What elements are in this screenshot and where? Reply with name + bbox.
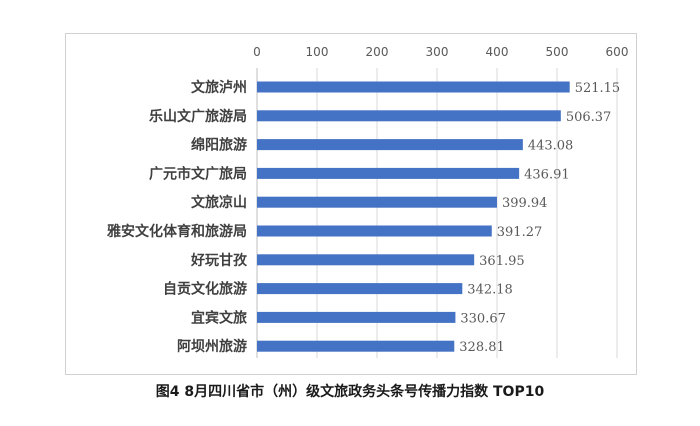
bar bbox=[257, 225, 492, 237]
x-tick-label: 200 bbox=[366, 45, 389, 59]
category-label: 乐山文广旅游局 bbox=[149, 108, 247, 125]
category-label: 雅安文化体育和旅游局 bbox=[107, 223, 247, 240]
bar bbox=[257, 81, 570, 93]
bar bbox=[257, 254, 475, 266]
category-label: 广元市文广旅局 bbox=[149, 165, 247, 182]
category-label: 自贡文化旅游 bbox=[163, 281, 247, 298]
x-tick-label: 400 bbox=[486, 45, 509, 59]
x-tick-label: 0 bbox=[253, 45, 261, 59]
x-tick-label: 600 bbox=[606, 45, 629, 59]
value-label: 399.94 bbox=[502, 196, 548, 211]
value-label: 443.08 bbox=[528, 139, 574, 154]
bar bbox=[257, 196, 497, 208]
value-label: 330.67 bbox=[460, 311, 506, 326]
category-label: 文旅泸州 bbox=[191, 79, 247, 96]
category-label: 文旅凉山 bbox=[191, 194, 247, 211]
x-tick-label: 300 bbox=[426, 45, 449, 59]
bar bbox=[257, 167, 520, 179]
category-label: 好玩甘孜 bbox=[190, 252, 248, 269]
bars bbox=[257, 81, 570, 352]
bar bbox=[257, 340, 455, 352]
figure-caption: 图4 8月四川省市（州）级文旅政务头条号传播力指数 TOP10 bbox=[155, 384, 545, 400]
value-label: 436.91 bbox=[524, 167, 570, 182]
bar bbox=[257, 311, 456, 323]
category-label: 阿坝州旅游 bbox=[177, 338, 247, 355]
x-axis-ticks: 0 100 200 300 400 500 600 bbox=[253, 45, 628, 59]
value-label: 521.15 bbox=[575, 81, 621, 96]
bar bbox=[257, 283, 463, 295]
value-label: 361.95 bbox=[479, 254, 525, 269]
value-label: 328.81 bbox=[459, 340, 505, 355]
bar bbox=[257, 139, 523, 151]
category-label: 宜宾文旅 bbox=[191, 309, 247, 326]
x-tick-label: 500 bbox=[546, 45, 569, 59]
x-tick-label: 100 bbox=[306, 45, 329, 59]
category-label: 绵阳旅游 bbox=[191, 137, 247, 154]
value-label: 342.18 bbox=[467, 283, 512, 298]
value-label: 391.27 bbox=[497, 225, 542, 240]
value-labels: 521.15 506.37 443.08 436.91 399.94 391.27 361.… bbox=[459, 81, 620, 355]
bar bbox=[257, 110, 561, 122]
category-labels: 文旅泸州乐山文广旅游局绵阳旅游广元市文广旅局文旅凉山雅安文化体育和旅游局好玩甘孜… bbox=[107, 79, 248, 355]
value-label: 506.37 bbox=[566, 110, 612, 125]
